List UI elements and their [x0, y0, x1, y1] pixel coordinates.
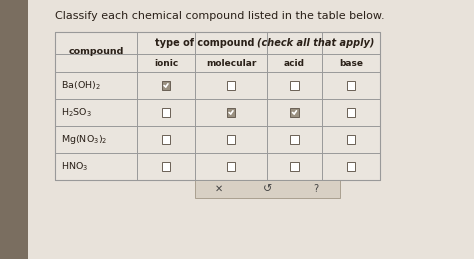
Text: type of compound: type of compound [155, 38, 257, 48]
Bar [227, 81, 235, 90]
Text: Classify each chemical compound listed in the table below.: Classify each chemical compound listed i… [55, 11, 384, 21]
Bar [347, 81, 355, 90]
Text: ?: ? [313, 184, 319, 194]
Bar [290, 81, 299, 90]
Bar [195, 180, 340, 198]
Bar [347, 135, 355, 144]
Text: compound: compound [68, 47, 124, 56]
Bar [55, 32, 380, 180]
Text: acid: acid [284, 59, 305, 68]
Text: base: base [339, 59, 363, 68]
Text: HNO$_3$: HNO$_3$ [61, 160, 89, 173]
Bar [290, 135, 299, 144]
Bar [227, 108, 235, 117]
Bar [290, 162, 299, 171]
Text: ↺: ↺ [263, 184, 272, 194]
Text: H$_2$SO$_3$: H$_2$SO$_3$ [61, 106, 92, 119]
Bar [162, 162, 170, 171]
Bar [162, 81, 170, 90]
Bar [347, 108, 355, 117]
Text: ionic: ionic [154, 59, 178, 68]
Bar [162, 135, 170, 144]
Bar [0, 0, 28, 259]
Bar [290, 108, 299, 117]
Text: ✕: ✕ [215, 184, 223, 194]
Bar [347, 162, 355, 171]
Text: Ba(OH)$_2$: Ba(OH)$_2$ [61, 79, 101, 92]
Bar [162, 108, 170, 117]
Text: (check all that apply): (check all that apply) [257, 38, 375, 48]
Text: molecular: molecular [206, 59, 256, 68]
Bar [227, 162, 235, 171]
Bar [227, 135, 235, 144]
Text: Mg(NO$_3$)$_2$: Mg(NO$_3$)$_2$ [61, 133, 108, 146]
